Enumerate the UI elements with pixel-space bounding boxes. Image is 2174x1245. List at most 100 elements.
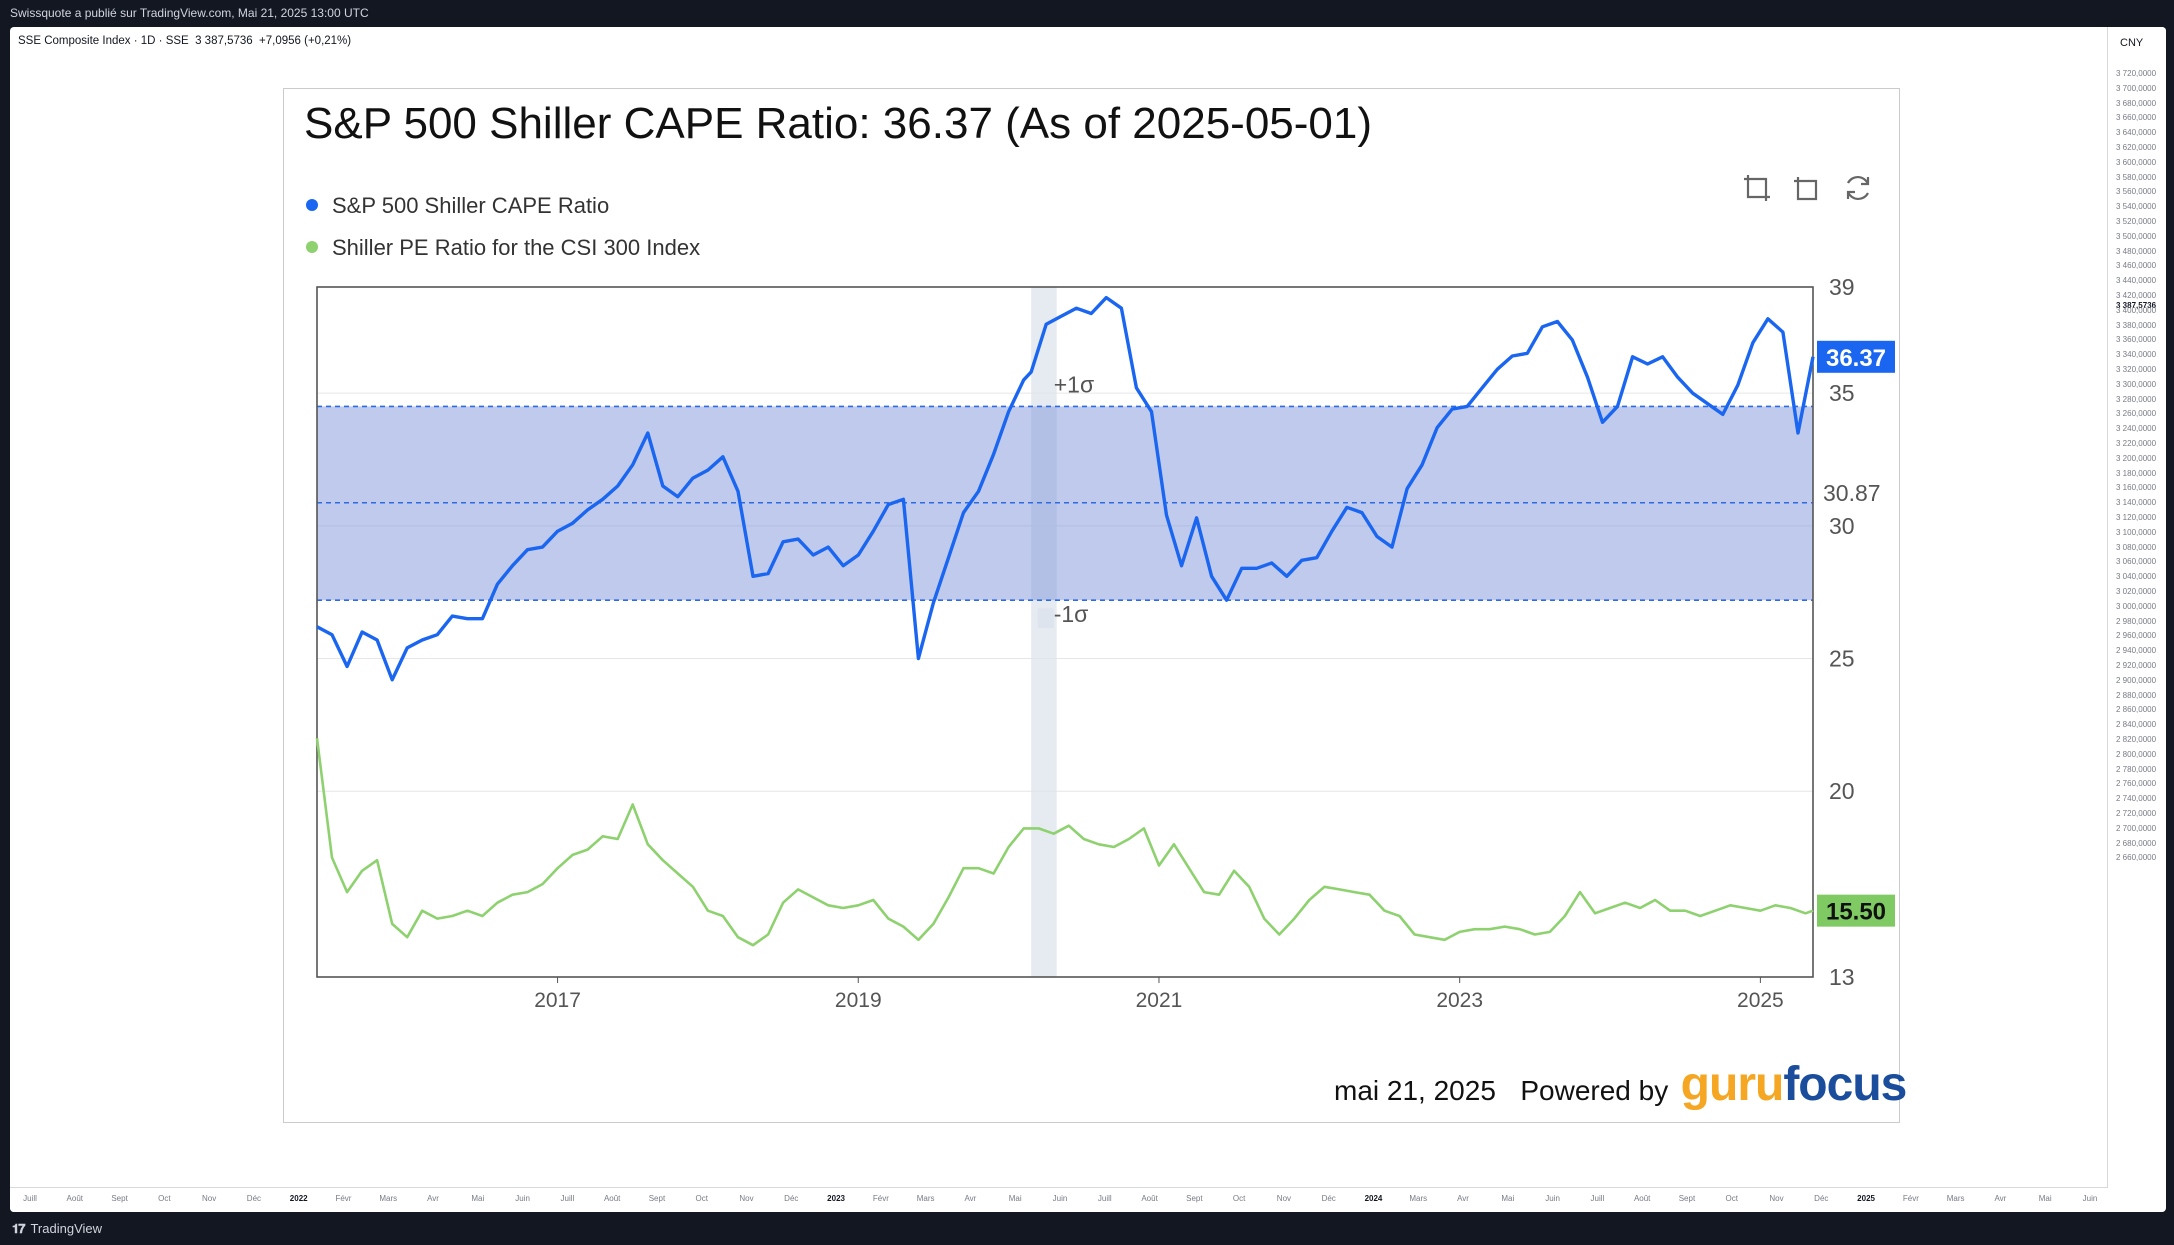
time-tick: Juin xyxy=(1545,1194,1560,1203)
y-tick-label: 30 xyxy=(1829,513,1855,539)
price-tick: 2 660,0000 xyxy=(2116,853,2157,863)
time-tick: Déc xyxy=(1321,1194,1336,1203)
price-tick: 3 400,0000 xyxy=(2116,305,2157,315)
time-tick: Nov xyxy=(739,1194,754,1203)
time-tick: Août xyxy=(1141,1194,1158,1203)
y-tick-label: 25 xyxy=(1829,646,1855,672)
x-tick-label: 2017 xyxy=(534,989,581,1012)
time-tick: Avr xyxy=(1457,1194,1469,1203)
minus-sigma-label: -1σ xyxy=(1054,601,1089,627)
plot-border xyxy=(316,286,1814,978)
legend-label-cape: S&P 500 Shiller CAPE Ratio xyxy=(332,193,610,218)
legend-label-csi300: Shiller PE Ratio for the CSI 300 Index xyxy=(332,235,701,260)
price-tick: 3 360,0000 xyxy=(2116,335,2157,345)
symbol-interval[interactable]: 1D xyxy=(140,35,156,47)
time-tick: Août xyxy=(603,1194,621,1203)
time-axis[interactable]: Juill Août Sept Oct Nov Déc 2022 Févr Mars Avr Mai… xyxy=(10,1187,2108,1212)
price-tick: 2 700,0000 xyxy=(2116,823,2157,833)
time-tick: Mai xyxy=(2038,1194,2052,1203)
price-tick: 3 000,0000 xyxy=(2116,601,2157,611)
gurufocus-logo[interactable]: gurufocus xyxy=(1681,1058,1908,1111)
price-tick: 3 380,0000 xyxy=(2116,320,2157,330)
legend-dot-csi300 xyxy=(306,241,318,254)
price-tick: 3 040,0000 xyxy=(2116,572,2157,582)
price-tick: 3 280,0000 xyxy=(2116,394,2157,404)
time-tick: Nov xyxy=(1276,1194,1292,1203)
price-tick: 2 720,0000 xyxy=(2116,809,2157,818)
price-tick: 3 020,0000 xyxy=(2116,587,2157,596)
time-tick: Déc xyxy=(246,1194,262,1203)
y-tick-label: 20 xyxy=(1829,778,1855,804)
x-tick-label: 2021 xyxy=(1136,989,1183,1012)
tradingview-footer: 𝟏𝟕 TradingView xyxy=(0,1212,2174,1245)
last-value-label: 15.50 xyxy=(1826,899,1886,926)
price-tick: 2 800,0000 xyxy=(2116,749,2157,759)
price-tick: 3 240,0000 xyxy=(2116,424,2157,434)
price-tick: 2 680,0000 xyxy=(2116,838,2157,848)
tradingview-logo-icon[interactable]: 𝟏𝟕 xyxy=(12,1221,26,1236)
time-tick: Oct xyxy=(695,1194,708,1203)
tradingview-brand[interactable]: TradingView xyxy=(30,1221,103,1236)
time-tick: 2022 xyxy=(289,1194,308,1203)
time-tick: Avr xyxy=(427,1194,439,1203)
price-tick: 3 640,0000 xyxy=(2116,128,2157,138)
chart-toolbox xyxy=(1740,171,1887,210)
symbol-exchange: SSE xyxy=(165,35,189,47)
price-tick: 3 260,0000 xyxy=(2116,409,2157,419)
time-tick: Juin xyxy=(515,1194,530,1203)
cape-chart-svg: 2017 2019 2021 2023 202513202530353930.87+1σ… xyxy=(315,274,1895,1012)
symbol-price: 3 387,5736 xyxy=(195,35,253,47)
price-tick: 3 100,0000 xyxy=(2116,527,2157,537)
price-tick: 3 520,0000 xyxy=(2116,217,2157,226)
time-tick: Avr xyxy=(964,1194,977,1203)
price-tick: 2 940,0000 xyxy=(2116,646,2157,656)
time-tick: Juill xyxy=(1097,1194,1112,1203)
price-tick: 3 180,0000 xyxy=(2116,468,2157,478)
x-tick-label: 2023 xyxy=(1436,989,1483,1012)
time-tick: Sept xyxy=(648,1194,666,1203)
price-tick: 3 420,0000 xyxy=(2116,291,2157,300)
currency-label[interactable]: CNY xyxy=(2120,37,2144,49)
time-tick: Mars xyxy=(379,1194,398,1203)
time-tick: Nov xyxy=(1769,1194,1784,1203)
price-tick: 3 600,0000 xyxy=(2116,157,2157,167)
refresh-icon[interactable] xyxy=(1841,171,1875,205)
price-tick: 3 440,0000 xyxy=(2116,276,2157,286)
time-tick: 2025 xyxy=(1857,1194,1875,1203)
price-tick: 3 220,0000 xyxy=(2116,439,2157,448)
time-tick: Sept xyxy=(111,1194,128,1203)
mean-label: 30.87 xyxy=(1823,480,1881,506)
zoom-crop-icon[interactable] xyxy=(1740,171,1774,205)
price-tick: 3 320,0000 xyxy=(2116,365,2157,374)
time-tick: Juill xyxy=(560,1194,575,1203)
chart-frame: SSE Composite Index · 1D · SSE 3 387,573… xyxy=(10,27,2166,1212)
price-tick: 3 300,0000 xyxy=(2116,379,2157,389)
zoom-reset-icon[interactable] xyxy=(1790,171,1824,205)
plus-sigma-label: +1σ xyxy=(1054,371,1094,397)
time-tick: Oct xyxy=(1725,1194,1738,1203)
time-tick: Sept xyxy=(1678,1194,1696,1203)
price-tick: 3 560,0000 xyxy=(2116,187,2157,197)
symbol-name[interactable]: SSE Composite Index xyxy=(18,35,131,47)
logo-focus: focus xyxy=(1783,1058,1907,1111)
time-tick: 2023 xyxy=(827,1194,845,1203)
price-tick: 2 760,0000 xyxy=(2116,779,2157,789)
legend-item-csi300[interactable]: Shiller PE Ratio for the CSI 300 Index xyxy=(306,235,700,261)
y-tick-label: 13 xyxy=(1829,964,1855,990)
time-tick: Juin xyxy=(2082,1194,2098,1203)
price-tick: 2 820,0000 xyxy=(2116,735,2157,744)
time-tick: Déc xyxy=(1814,1194,1829,1203)
legend-item-cape[interactable]: S&P 500 Shiller CAPE Ratio xyxy=(306,193,609,219)
time-tick: Août xyxy=(1633,1194,1651,1203)
series-line-cape xyxy=(316,295,1815,682)
logo-guru: guru xyxy=(1680,1058,1785,1111)
price-tick: 2 740,0000 xyxy=(2116,794,2157,804)
time-tick: Nov xyxy=(202,1194,217,1203)
x-tick-label: 2025 xyxy=(1737,989,1784,1012)
price-tick: 2 920,0000 xyxy=(2116,661,2157,670)
recession-shade xyxy=(1031,287,1057,977)
price-tick: 3 480,0000 xyxy=(2116,246,2157,256)
price-axis[interactable] xyxy=(2108,27,2166,1187)
price-tick: 3 080,0000 xyxy=(2116,542,2157,552)
time-tick: Févr xyxy=(335,1194,352,1203)
